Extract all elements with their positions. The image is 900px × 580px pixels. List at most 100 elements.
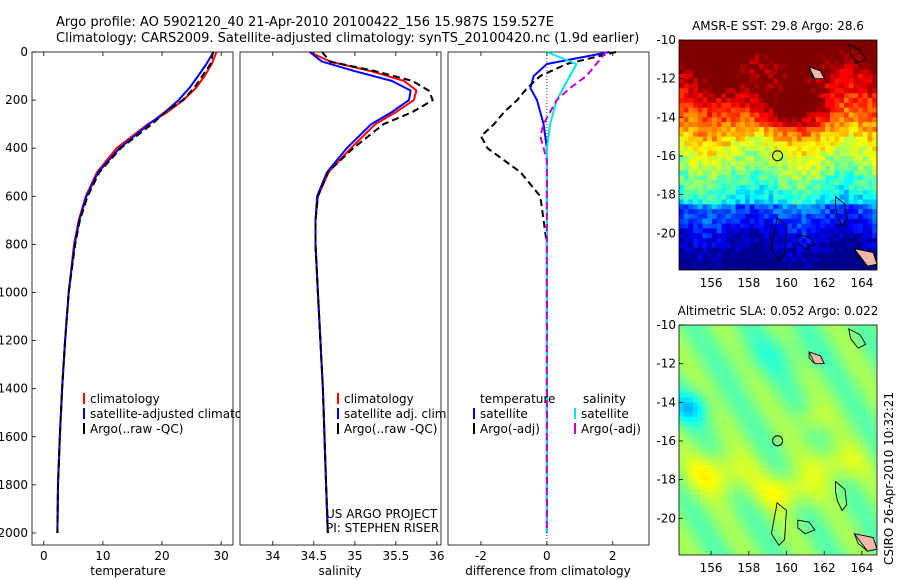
map-cell	[745, 426, 751, 432]
map-cell	[844, 523, 850, 529]
map-cell	[735, 494, 741, 500]
map-cell	[749, 228, 755, 234]
map-cell	[773, 117, 779, 123]
map-cell	[768, 189, 774, 196]
map-cell	[773, 431, 779, 437]
map-cell	[778, 117, 784, 123]
map-cell	[697, 378, 703, 384]
map-cell	[716, 460, 722, 466]
map-cell	[829, 64, 835, 70]
map-cell	[778, 532, 784, 538]
map-cell	[867, 194, 873, 200]
map-cell	[688, 392, 694, 398]
map-cell	[773, 146, 779, 152]
map-cell	[811, 180, 817, 186]
map-cell	[782, 97, 788, 104]
map-cell	[707, 267, 713, 270]
map-cell	[782, 494, 788, 500]
map-cell	[815, 40, 821, 46]
map-cell	[716, 122, 722, 128]
map-cell	[862, 223, 868, 229]
map-cell	[768, 136, 774, 142]
map-cell	[688, 213, 694, 220]
map-cell	[867, 339, 873, 345]
map-cell	[754, 368, 760, 374]
map-cell	[759, 44, 765, 51]
map-cell	[763, 233, 769, 239]
map-cell	[721, 523, 727, 529]
map-cell	[740, 252, 746, 258]
map-cell	[754, 262, 760, 268]
map-cell	[815, 49, 821, 55]
map-cell	[712, 252, 718, 258]
map-cell	[712, 532, 718, 538]
map-cell	[872, 175, 877, 181]
map-cell	[782, 93, 788, 99]
map-cell	[730, 503, 736, 510]
map-cell	[834, 431, 840, 437]
map-cell	[679, 537, 685, 543]
map-cell	[702, 180, 708, 186]
map-cell	[707, 421, 713, 427]
map-cell	[801, 213, 807, 220]
map-cell	[707, 107, 713, 113]
map-cell	[829, 542, 835, 548]
map-cell	[801, 339, 807, 345]
map-cell	[782, 141, 788, 147]
map-cell	[862, 102, 868, 109]
map-cell	[716, 489, 722, 495]
map-cell	[726, 552, 732, 555]
map-cell	[763, 54, 769, 60]
map-cell	[787, 247, 793, 253]
map-cell	[730, 537, 736, 543]
map-cell	[735, 68, 741, 75]
map-cell	[848, 180, 854, 186]
map-cell	[867, 170, 873, 176]
map-cell	[862, 440, 868, 447]
map-cell	[872, 93, 877, 99]
map-cell	[754, 373, 760, 379]
map-cell	[749, 175, 755, 181]
map-cell	[862, 165, 868, 171]
map-cell	[796, 73, 802, 80]
map-cell	[844, 378, 850, 384]
map-cell	[702, 498, 708, 505]
map-cell	[702, 242, 708, 249]
map-cell	[735, 257, 741, 263]
map-cell	[768, 73, 774, 80]
map-cell	[778, 83, 784, 89]
map-cell	[815, 64, 821, 70]
map-cell	[768, 122, 774, 128]
map-cell	[872, 411, 877, 418]
map-cell	[726, 373, 732, 379]
map-cell	[862, 344, 868, 350]
map-cell	[825, 325, 831, 331]
map-cell	[679, 455, 685, 461]
map-cell	[679, 411, 685, 418]
map-cell	[811, 518, 817, 524]
map-cell	[730, 160, 736, 167]
map-cell	[730, 189, 736, 196]
map-cell	[815, 160, 821, 167]
map-cell	[778, 209, 784, 215]
map-cell	[778, 416, 784, 423]
map-cell	[754, 151, 760, 157]
map-cell	[796, 474, 802, 481]
map-cell	[730, 518, 736, 524]
map-cell	[853, 455, 859, 461]
map-cell	[872, 382, 877, 389]
map-cell	[693, 329, 699, 336]
argo-raw-line	[314, 51, 434, 534]
map-cell	[806, 175, 812, 181]
map-cell	[745, 513, 751, 519]
map-cell	[702, 542, 708, 548]
map-cell	[721, 146, 727, 152]
map-cell	[726, 455, 732, 461]
map-cell	[820, 59, 826, 65]
map-cell	[853, 518, 859, 524]
map-cell	[697, 88, 703, 94]
map-cell	[754, 228, 760, 234]
map-cell	[679, 194, 685, 200]
map-cell	[829, 334, 835, 340]
map-cell	[735, 146, 741, 152]
